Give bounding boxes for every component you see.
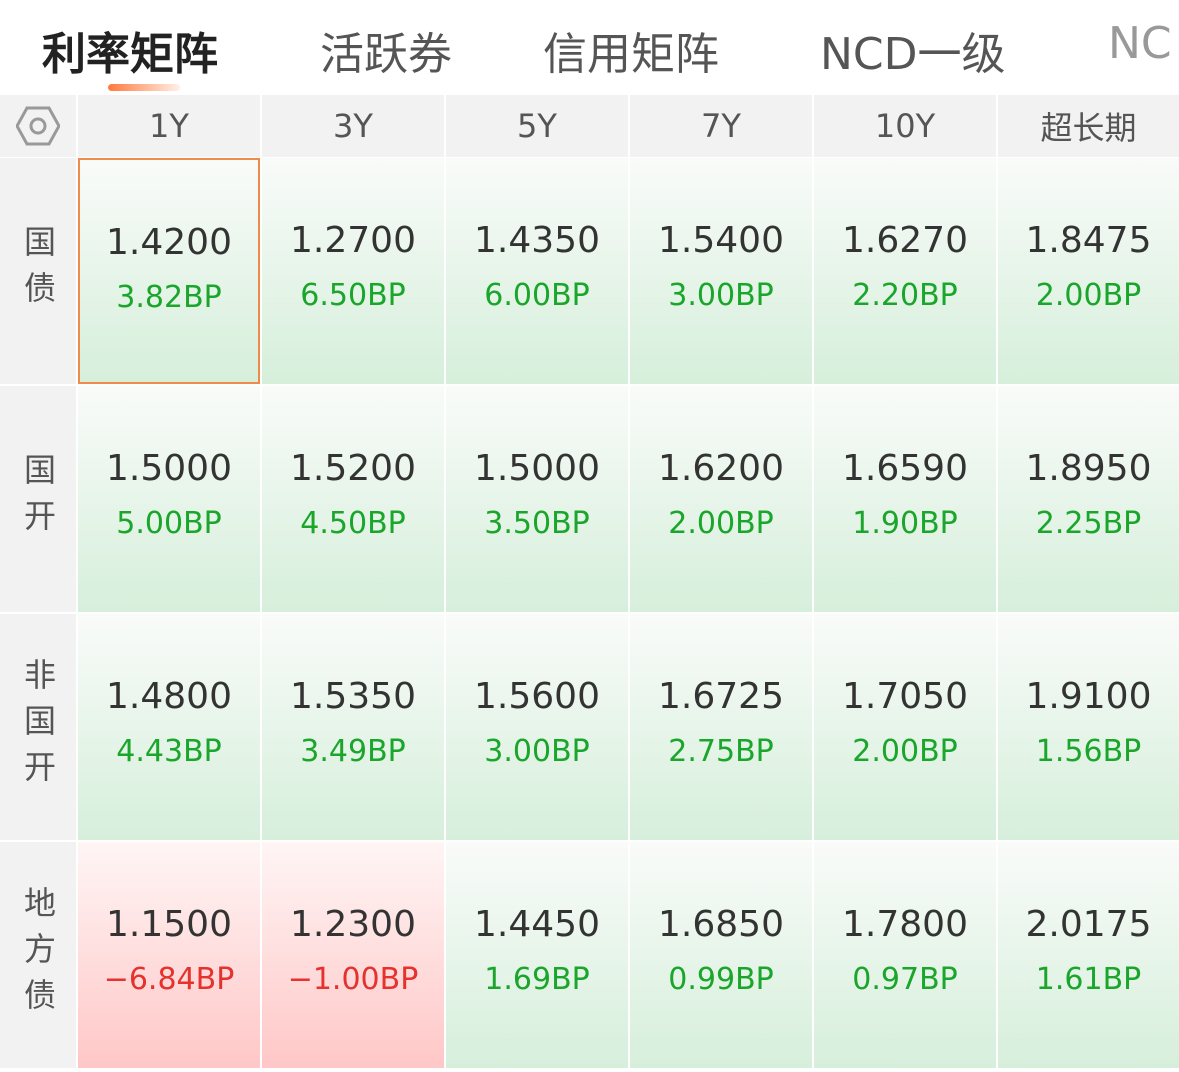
rate-change: 6.50BP: [300, 278, 406, 313]
rate-change: 6.00BP: [484, 278, 590, 313]
rate-value: 1.8950: [1025, 448, 1152, 489]
rate-cell[interactable]: 1.6590 1.90BP: [814, 386, 996, 612]
column-header[interactable]: 7Y: [630, 95, 812, 157]
rate-cell[interactable]: 1.6725 2.75BP: [630, 614, 812, 840]
rate-cell[interactable]: 1.7050 2.00BP: [814, 614, 996, 840]
rate-cell[interactable]: 1.6850 0.99BP: [630, 842, 812, 1068]
rate-value: 2.0175: [1025, 904, 1152, 945]
settings-icon: [16, 106, 60, 146]
row-label: 国开: [0, 386, 76, 612]
rate-change: 3.00BP: [668, 278, 774, 313]
tab[interactable]: 活跃券: [320, 29, 452, 80]
rate-value: 1.2300: [290, 904, 416, 945]
rate-cell[interactable]: 1.4450 1.69BP: [446, 842, 628, 1068]
rate-value: 1.6725: [658, 676, 784, 717]
rate-change: 2.00BP: [668, 506, 774, 541]
tab[interactable]: NCD一级: [820, 29, 1006, 80]
rate-cell[interactable]: 1.6200 2.00BP: [630, 386, 812, 612]
row-label-text: 国开: [19, 453, 57, 545]
rate-change: 0.99BP: [668, 962, 774, 997]
rate-cell[interactable]: 1.5000 5.00BP: [78, 386, 260, 612]
rate-change: 3.49BP: [300, 734, 406, 769]
rate-value: 1.5600: [474, 676, 600, 717]
tab[interactable]: 利率矩阵: [42, 29, 218, 80]
rate-change: 3.00BP: [484, 734, 590, 769]
rate-value: 1.5000: [474, 448, 600, 489]
rate-cell[interactable]: 1.2700 6.50BP: [262, 158, 444, 384]
rate-cell[interactable]: 1.8475 2.00BP: [998, 158, 1179, 384]
rate-change: 2.25BP: [1035, 506, 1142, 541]
rate-cell[interactable]: 1.7800 0.97BP: [814, 842, 996, 1068]
rate-cell[interactable]: 1.5200 4.50BP: [262, 386, 444, 612]
rate-value: 1.7800: [842, 904, 968, 945]
rate-value: 1.1500: [106, 904, 232, 945]
rate-cell[interactable]: 1.4200 3.82BP: [78, 158, 260, 384]
rate-cell[interactable]: 1.5600 3.00BP: [446, 614, 628, 840]
rate-cell[interactable]: 1.4350 6.00BP: [446, 158, 628, 384]
rate-change: 3.82BP: [116, 280, 222, 315]
rate-cell[interactable]: 1.6270 2.20BP: [814, 158, 996, 384]
column-header[interactable]: 超长期: [998, 95, 1179, 157]
rate-change: −1.00BP: [287, 962, 419, 997]
rate-cell[interactable]: 2.0175 1.61BP: [998, 842, 1179, 1068]
rate-value: 1.4800: [106, 676, 232, 717]
rate-cell[interactable]: 1.2300 −1.00BP: [262, 842, 444, 1068]
rate-cell[interactable]: 1.9100 1.56BP: [998, 614, 1179, 840]
rate-value: 1.2700: [290, 220, 416, 261]
rate-value: 1.7050: [842, 676, 968, 717]
tab-bar: 利率矩阵 活跃券 信用矩阵 NCD一级 NC: [0, 0, 1179, 92]
row-label-text: 地方债: [19, 886, 57, 1024]
rate-change: 2.00BP: [852, 734, 958, 769]
column-header[interactable]: 3Y: [262, 95, 444, 157]
rate-value: 1.5350: [290, 676, 416, 717]
rate-cell[interactable]: 1.5000 3.50BP: [446, 386, 628, 612]
row-label: 国债: [0, 158, 76, 384]
rate-value: 1.9100: [1025, 676, 1152, 717]
rate-value: 1.6200: [658, 448, 784, 489]
rate-value: 1.6270: [842, 220, 968, 261]
column-header[interactable]: 10Y: [814, 95, 996, 157]
rate-change: 4.50BP: [300, 506, 406, 541]
rate-change: 1.90BP: [852, 506, 958, 541]
rate-change: 2.75BP: [668, 734, 774, 769]
row-label-text: 非国开: [19, 658, 57, 796]
rate-change: 2.20BP: [852, 278, 958, 313]
row-label-text: 国债: [19, 225, 57, 317]
rate-cell[interactable]: 1.5350 3.49BP: [262, 614, 444, 840]
rate-cell[interactable]: 1.4800 4.43BP: [78, 614, 260, 840]
column-header[interactable]: 5Y: [446, 95, 628, 157]
rate-change: −6.84BP: [103, 962, 235, 997]
rate-change: 3.50BP: [484, 506, 590, 541]
rate-value: 1.4200: [106, 222, 232, 263]
tab[interactable]: NC: [1108, 18, 1172, 69]
rate-value: 1.5000: [106, 448, 232, 489]
tab-indicator: [108, 84, 180, 91]
rate-change: 4.43BP: [116, 734, 222, 769]
row-label: 地方债: [0, 842, 76, 1068]
rate-cell[interactable]: 1.8950 2.25BP: [998, 386, 1179, 612]
rate-value: 1.5400: [658, 220, 784, 261]
rate-value: 1.8475: [1025, 220, 1152, 261]
rate-cell[interactable]: 1.5400 3.00BP: [630, 158, 812, 384]
settings-button[interactable]: [0, 95, 76, 157]
rate-value: 1.4350: [474, 220, 600, 261]
rate-change: 1.56BP: [1035, 734, 1142, 769]
rate-change: 1.69BP: [484, 962, 590, 997]
rate-change: 1.61BP: [1035, 962, 1142, 997]
tab[interactable]: 信用矩阵: [543, 29, 719, 80]
column-header[interactable]: 1Y: [78, 95, 260, 157]
rate-value: 1.6850: [658, 904, 784, 945]
row-label: 非国开: [0, 614, 76, 840]
rate-cell[interactable]: 1.1500 −6.84BP: [78, 842, 260, 1068]
rate-value: 1.4450: [474, 904, 600, 945]
rate-change: 2.00BP: [1035, 278, 1142, 313]
rate-value: 1.6590: [842, 448, 968, 489]
rate-change: 5.00BP: [116, 506, 222, 541]
rate-value: 1.5200: [290, 448, 416, 489]
rate-change: 0.97BP: [852, 962, 958, 997]
